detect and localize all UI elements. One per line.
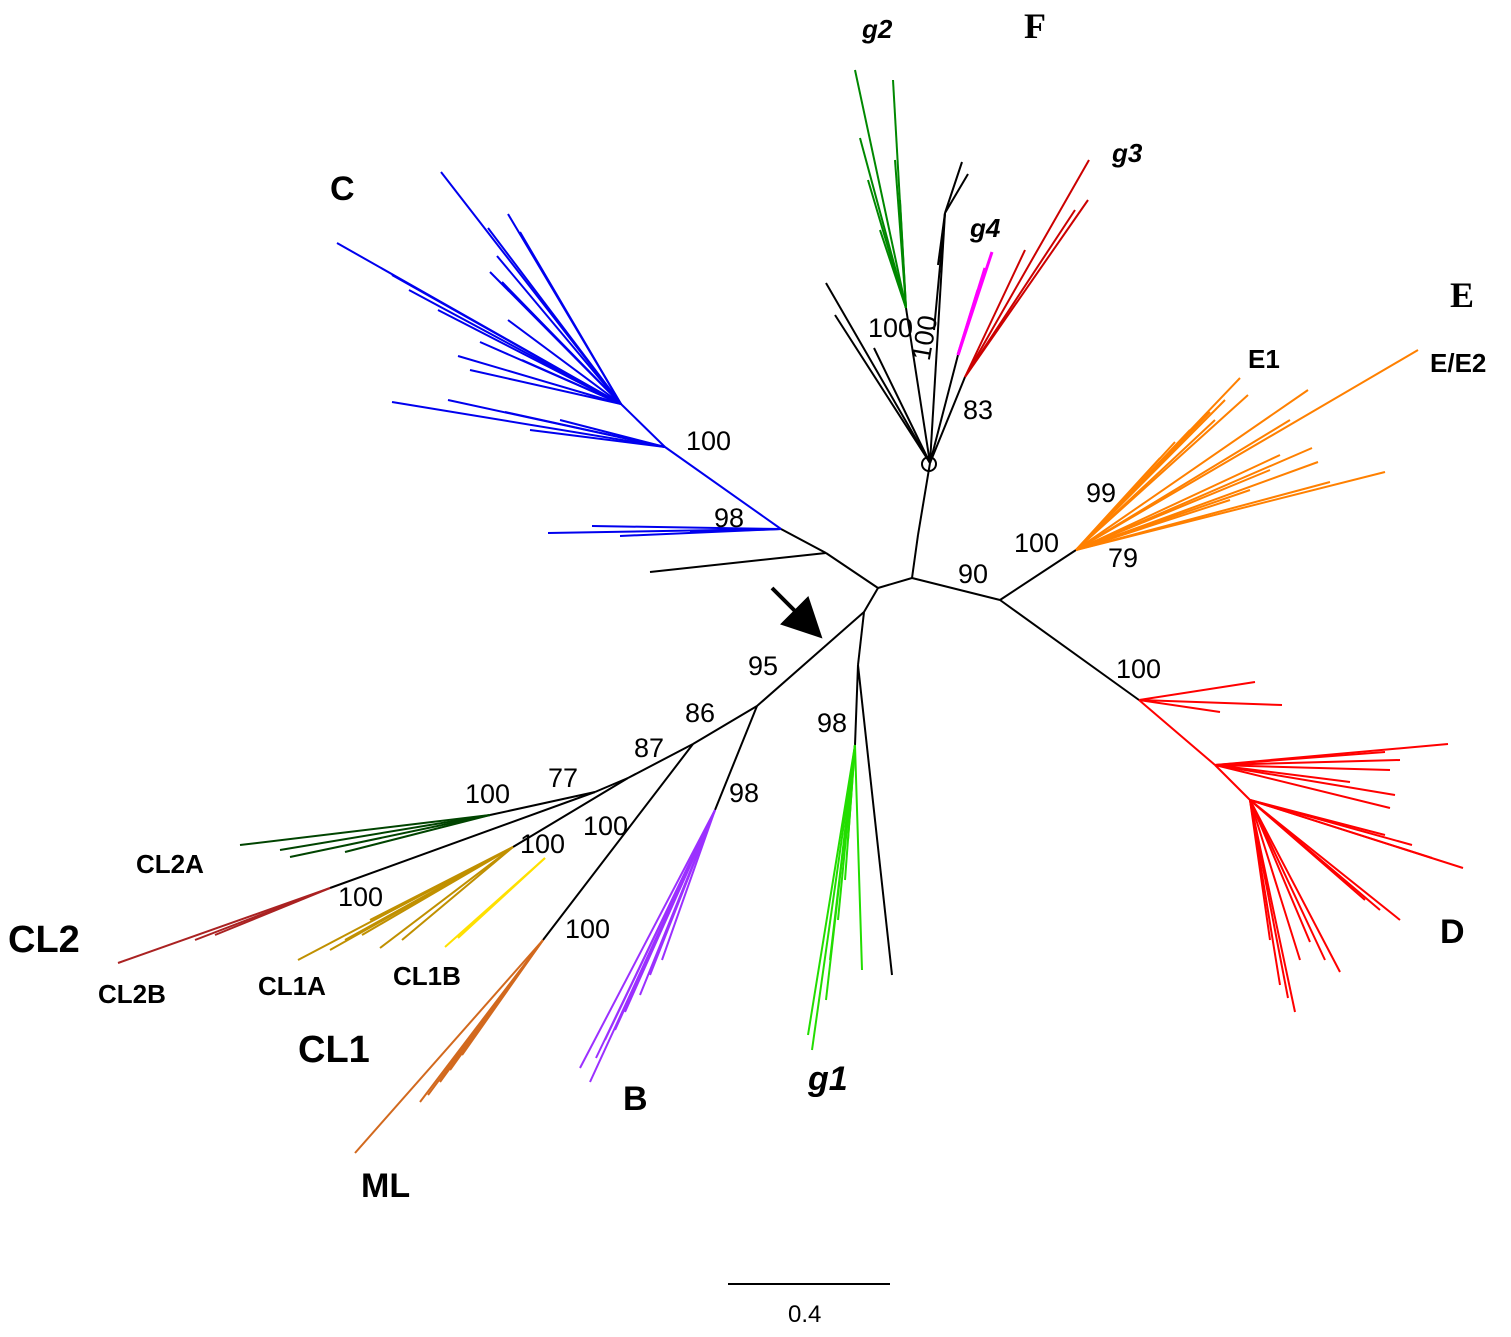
clade-label-f: F (1024, 6, 1046, 46)
clade-labels: C F E E1 E/E2 D B ML CL1 CL2 CL1A CL1B C… (8, 6, 1486, 1205)
clade-label-g1: g1 (807, 1060, 848, 1098)
clade-d-branches (1138, 681, 1464, 1013)
clade-cl1b-branches (444, 857, 546, 948)
backbone-branches (329, 161, 1140, 976)
clade-label-g3: g3 (1111, 138, 1143, 168)
support-cl2-100: 100 (465, 779, 510, 809)
clade-label-cl2: CL2 (8, 919, 80, 961)
support-e1-99: 99 (1086, 478, 1116, 508)
clade-label-cl2a: CL2A (136, 849, 204, 879)
support-ml-100: 100 (565, 914, 610, 944)
clade-label-c: C (330, 170, 355, 208)
support-cl1b-100: 100 (520, 829, 565, 859)
clade-b-branches (579, 809, 716, 1083)
clade-label-cl1b: CL1B (393, 961, 461, 991)
support-c-100: 100 (686, 426, 731, 456)
clade-g3-branches (964, 159, 1090, 378)
clade-label-e-e2: E/E2 (1430, 348, 1486, 378)
clade-cl1a-branches (297, 846, 514, 961)
clade-g4-branches (956, 251, 994, 356)
support-87: 87 (634, 733, 664, 763)
clade-label-e: E (1450, 275, 1474, 315)
clade-label-cl1: CL1 (298, 1029, 370, 1071)
support-e2-79: 79 (1108, 543, 1138, 573)
clade-label-b: B (623, 1080, 648, 1118)
clade-g2-branches (854, 69, 907, 309)
clade-label-e1: E1 (1248, 344, 1280, 374)
support-de-90: 90 (958, 559, 988, 589)
scale-bar-label: 0.4 (788, 1301, 821, 1328)
support-77: 77 (548, 763, 578, 793)
support-c-98: 98 (714, 503, 744, 533)
node-marker-circle (921, 456, 937, 472)
clade-ml-branches (354, 939, 544, 1154)
clade-label-d: D (1440, 913, 1465, 951)
support-g2-100: 100 (868, 313, 913, 343)
clade-e-branches (1075, 349, 1419, 551)
clade-label-ml: ML (361, 1167, 410, 1205)
clade-label-cl2b: CL2B (98, 979, 166, 1009)
clade-g1-branches (807, 744, 863, 1051)
clade-label-cl1a: CL1A (258, 971, 326, 1001)
support-95: 95 (748, 651, 778, 681)
support-g3-83: 83 (963, 395, 993, 425)
support-86: 86 (685, 698, 715, 728)
support-values: 100 98 100 100 83 100 99 79 90 100 95 86… (338, 313, 1161, 944)
arrow-icon (770, 586, 823, 639)
support-cl2b-100: 100 (338, 882, 383, 912)
clade-c-branches (336, 171, 782, 537)
clade-f-black-leaves (933, 212, 946, 331)
support-d-100: 100 (1116, 654, 1161, 684)
support-g4-100: 100 (906, 313, 943, 363)
clade-cl2a-branches (239, 814, 491, 858)
clade-label-g4: g4 (969, 213, 1001, 243)
support-b-98: 98 (729, 778, 759, 808)
support-cl1-100: 100 (583, 811, 628, 841)
support-e-100: 100 (1014, 528, 1059, 558)
scale-bar: 0.4 (728, 1283, 890, 1328)
support-g1-98: 98 (817, 708, 847, 738)
clade-label-g2: g2 (861, 14, 893, 44)
clade-cl2b-branches (117, 887, 331, 964)
